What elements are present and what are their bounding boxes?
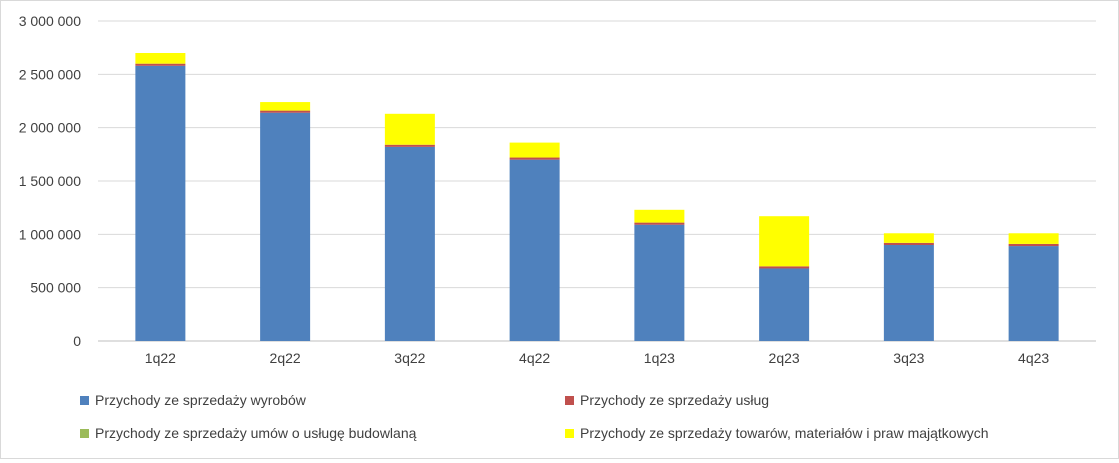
y-tick-label: 0 [73,333,81,349]
x-tick-label: 4q22 [519,350,550,366]
x-tick-label: 1q22 [145,350,176,366]
bar-segment-series-1 [260,110,311,113]
bar-segment-series-1 [1008,243,1059,247]
bar-segment-series-1 [509,157,560,160]
bars [135,53,1059,342]
bar-segment-series-1 [384,144,435,147]
y-tick-label: 500 000 [30,280,81,296]
bar-segment-series-0 [260,112,311,341]
x-axis-tick-labels: 1q22 2q22 3q22 4q22 1q23 2q23 3q23 4q23 [145,350,1050,366]
bar-segment-series-1 [883,242,934,245]
x-tick-label: 2q23 [769,350,800,366]
x-tick-label: 1q23 [644,350,675,366]
y-tick-label: 3 000 000 [19,13,81,29]
bar-segment-series-1 [759,266,810,269]
y-tick-label: 1 500 000 [19,173,81,189]
bar-segment-series-3 [634,209,685,223]
x-tick-label: 4q23 [1018,350,1049,366]
bar-segment-series-3 [384,113,435,145]
bar-segment-series-0 [384,146,435,341]
x-tick-label: 2q22 [270,350,301,366]
gridlines [98,20,1096,342]
x-tick-label: 3q23 [893,350,924,366]
bar-segment-series-3 [883,233,934,243]
y-tick-label: 2 000 000 [19,120,81,136]
bar-segment-series-0 [509,159,560,341]
bar-segment-series-3 [1008,233,1059,244]
y-tick-label: 1 000 000 [19,226,81,242]
x-tick-label: 3q22 [394,350,425,366]
bar-segment-series-0 [883,245,934,341]
bar-segment-series-0 [1008,246,1059,341]
bar-segment-series-1 [634,222,685,225]
bar-segment-series-0 [759,268,810,341]
bar-segment-series-3 [509,142,560,158]
bar-segment-series-1 [135,63,186,66]
bar-segment-series-3 [260,102,311,111]
bar-segment-series-3 [759,216,810,267]
bar-segment-series-0 [135,65,186,342]
y-axis-tick-labels: 0 500 000 1 000 000 1 500 000 2 000 000 2 500… [19,13,82,349]
y-tick-label: 2 500 000 [19,66,81,82]
bar-segment-series-0 [634,224,685,341]
bar-segment-series-3 [135,53,186,64]
